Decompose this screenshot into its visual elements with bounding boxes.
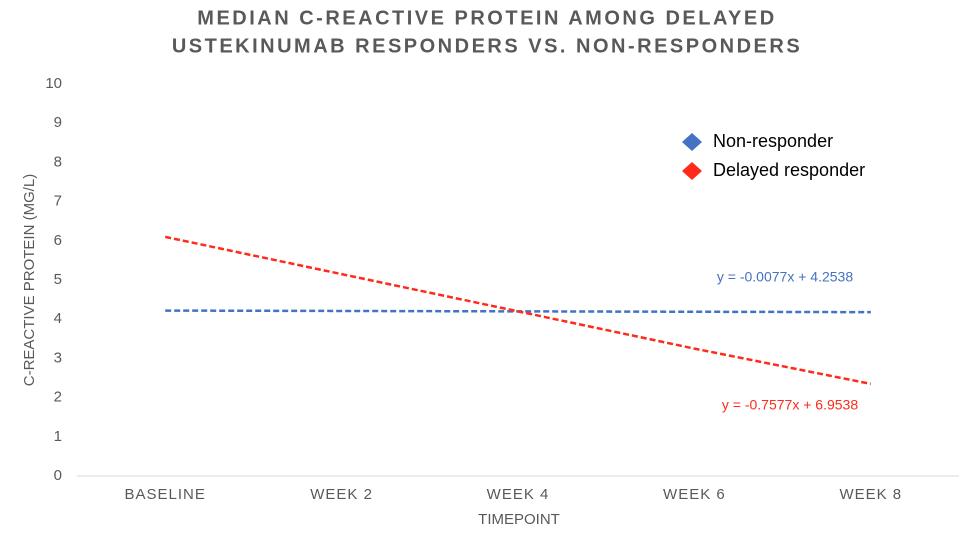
x-tick-label: BASELINE <box>125 486 206 503</box>
y-tick-label: 6 <box>54 232 62 249</box>
y-tick-label: 0 <box>54 467 62 484</box>
y-tick-label: 9 <box>54 114 62 131</box>
y-tick-label: 4 <box>54 310 62 327</box>
legend-label: Delayed responder <box>713 160 865 180</box>
trendline-equation: y = -0.7577x + 6.9538 <box>722 397 858 413</box>
y-tick-label: 7 <box>54 193 62 210</box>
y-axis-label: C-REACTIVE PROTEIN (MG/L) <box>21 174 38 387</box>
y-tick-label: 10 <box>45 75 62 92</box>
y-tick-label: 3 <box>54 349 62 366</box>
x-tick-label: WEEK 2 <box>310 486 373 503</box>
y-tick-label: 1 <box>54 428 62 445</box>
y-tick-label: 8 <box>54 153 62 170</box>
x-tick-label: WEEK 8 <box>839 486 902 503</box>
legend-label: Non-responder <box>713 131 833 151</box>
chart-title: MEDIAN C-REACTIVE PROTEIN AMONG DELAYED <box>197 7 776 29</box>
y-tick-label: 2 <box>54 389 62 406</box>
x-tick-label: WEEK 6 <box>663 486 726 503</box>
x-axis-label: TIMEPOINT <box>478 511 560 528</box>
trendline-equation: y = -0.0077x + 4.2538 <box>717 269 853 285</box>
legend-marker <box>682 162 702 180</box>
chart-title: USTEKINUMAB RESPONDERS VS. NON-RESPONDER… <box>172 35 802 57</box>
x-tick-label: WEEK 4 <box>487 486 550 503</box>
legend-marker <box>682 133 702 151</box>
series-line <box>164 235 872 386</box>
y-tick-label: 5 <box>54 271 62 288</box>
